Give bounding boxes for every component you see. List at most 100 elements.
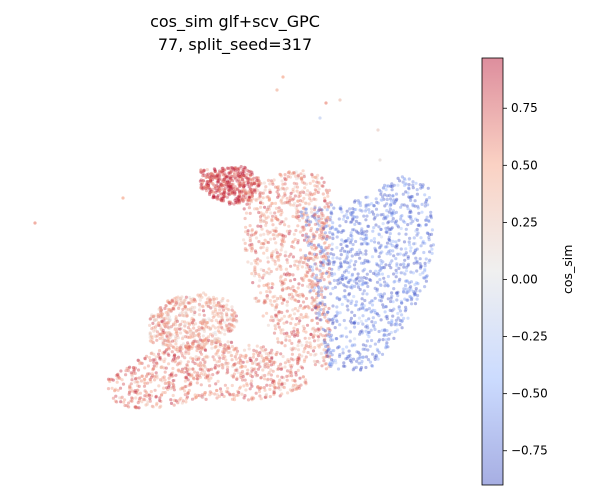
scatter-point — [359, 251, 363, 255]
scatter-point — [382, 333, 386, 337]
scatter-point — [255, 176, 259, 180]
scatter-point — [300, 260, 304, 264]
scatter-point — [157, 321, 161, 325]
scatter-point — [216, 370, 220, 374]
scatter-point — [425, 231, 429, 235]
scatter-point — [226, 180, 230, 184]
scatter-point — [300, 225, 304, 229]
scatter-point — [381, 222, 385, 226]
scatter-point — [365, 308, 369, 312]
scatter-point — [265, 270, 269, 274]
scatter-point — [224, 175, 228, 179]
scatter-point — [192, 326, 196, 330]
scatter-point — [223, 343, 227, 347]
scatter-point — [334, 314, 339, 318]
scatter-point — [391, 314, 395, 318]
scatter-point — [249, 182, 254, 186]
scatter-point — [261, 374, 265, 378]
scatter-point — [205, 184, 209, 188]
scatter-point — [332, 262, 336, 267]
scatter-point — [248, 211, 252, 215]
scatter-point — [187, 344, 191, 348]
scatter-point — [125, 404, 129, 408]
scatter-point — [128, 365, 132, 369]
scatter-point — [266, 256, 270, 260]
scatter-point — [384, 217, 388, 221]
scatter-point — [183, 306, 187, 310]
scatter-point — [231, 317, 235, 321]
scatter-point — [223, 191, 227, 195]
scatter-point — [236, 196, 240, 200]
scatter-point — [234, 187, 238, 192]
scatter-point — [290, 317, 294, 321]
scatter-point — [382, 186, 386, 190]
scatter-point — [379, 243, 383, 247]
scatter-point — [285, 331, 289, 335]
scatter-point — [423, 241, 427, 245]
scatter-point — [316, 327, 320, 331]
scatter-point — [321, 227, 325, 232]
scatter-point — [165, 321, 169, 325]
scatter-point — [191, 321, 195, 325]
scatter-point — [411, 180, 415, 184]
scatter-point — [323, 205, 327, 209]
scatter-point — [356, 231, 360, 235]
scatter-point — [310, 301, 314, 306]
scatter-point — [272, 391, 277, 395]
scatter-point — [339, 264, 343, 268]
scatter-point — [154, 394, 158, 398]
scatter-point — [367, 335, 371, 339]
scatter-point — [294, 228, 298, 233]
scatter-point — [175, 363, 179, 367]
scatter-point — [267, 207, 271, 211]
scatter-point — [238, 385, 243, 389]
scatter-point — [229, 171, 233, 175]
scatter-point — [321, 295, 325, 299]
scatter-point — [182, 301, 186, 305]
scatter-point — [330, 267, 334, 271]
scatter-point — [268, 272, 272, 276]
scatter-point — [116, 374, 120, 378]
scatter-point — [337, 298, 341, 302]
scatter-point — [182, 370, 186, 374]
scatter-point — [219, 178, 224, 182]
scatter-point — [128, 385, 132, 389]
scatter-point — [249, 373, 253, 378]
scatter-point — [369, 328, 373, 332]
scatter-point — [221, 308, 226, 312]
scatter-point — [321, 312, 325, 316]
scatter-point — [190, 307, 194, 311]
scatter-point — [269, 237, 273, 241]
scatter-point — [377, 293, 381, 297]
scatter-point — [280, 240, 284, 244]
scatter-point — [313, 255, 317, 259]
scatter-point — [325, 208, 329, 212]
scatter-point — [283, 201, 287, 205]
scatter-point — [355, 359, 359, 363]
scatter-point — [232, 310, 236, 314]
scatter-point — [344, 212, 348, 217]
scatter-point — [298, 258, 303, 262]
scatter-point — [288, 388, 292, 392]
scatter-point — [197, 357, 201, 361]
scatter-point — [293, 174, 298, 178]
scatter-point — [309, 193, 314, 197]
scatter-point — [229, 189, 233, 193]
scatter-point — [356, 252, 360, 257]
scatter-point — [271, 228, 275, 232]
scatter-point — [198, 338, 202, 342]
scatter-point — [320, 272, 324, 276]
scatter-point — [307, 267, 311, 271]
scatter-point — [215, 303, 219, 307]
scatter-point — [292, 246, 296, 250]
scatter-point — [228, 185, 232, 190]
scatter-point — [338, 323, 342, 327]
scatter-point — [127, 366, 131, 370]
scatter-point — [212, 183, 216, 187]
scatter-point — [273, 259, 277, 263]
scatter-point — [297, 306, 301, 310]
scatter-point — [306, 235, 310, 239]
scatter-point — [254, 391, 258, 395]
scatter-point — [340, 273, 345, 277]
scatter-point — [318, 228, 322, 232]
